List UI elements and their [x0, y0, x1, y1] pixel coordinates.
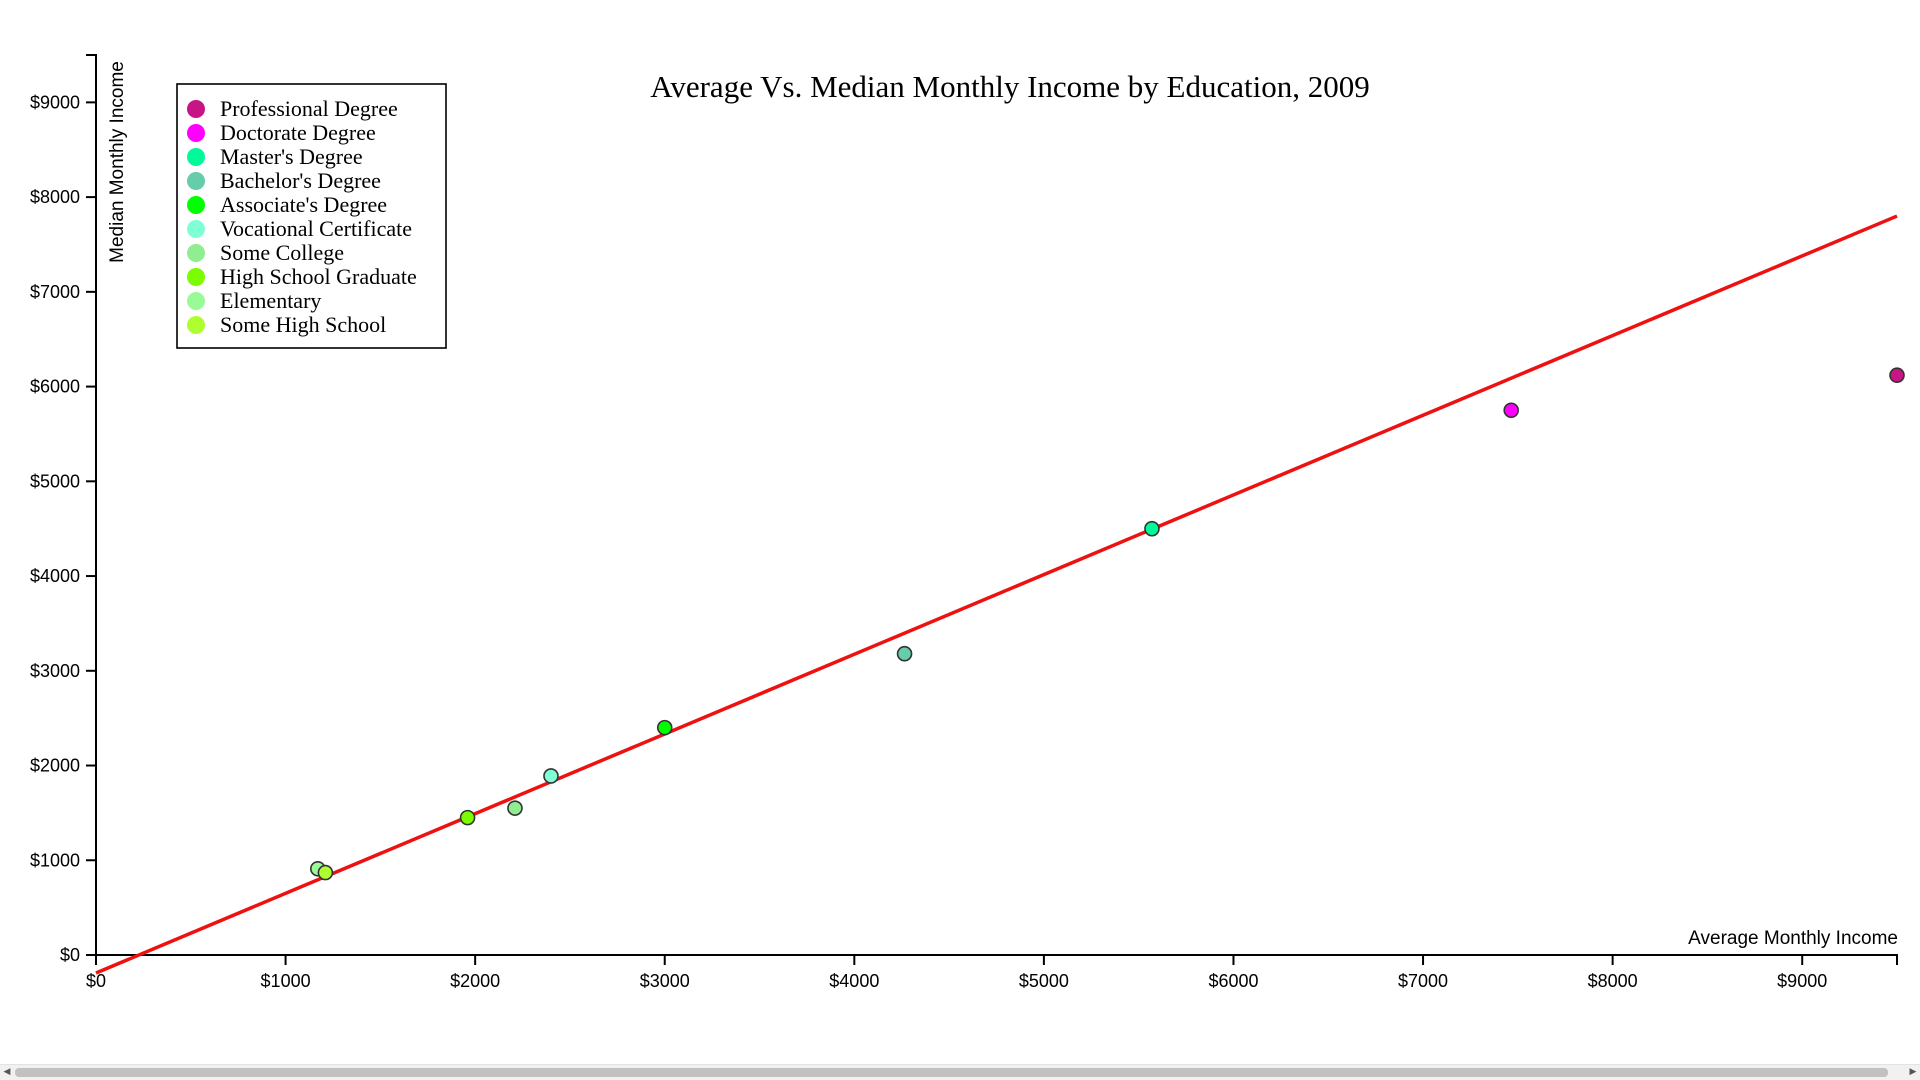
- legend-label: Associate's Degree: [220, 192, 387, 217]
- y-axis-label: Median Monthly Income: [107, 61, 128, 263]
- x-axis-line: [96, 954, 1898, 965]
- legend-label: Bachelor's Degree: [220, 168, 381, 193]
- y-axis-line: [86, 54, 97, 955]
- legend-label: Some College: [220, 240, 344, 265]
- axes: $0 $1000 $2000 $3000 $4000 $5000 $6000 $7000 $80…: [30, 54, 1898, 991]
- x-tick-label: $8000: [1588, 971, 1638, 991]
- y-tick-label: $3000: [30, 661, 80, 681]
- x-tick-label: $2000: [450, 971, 500, 991]
- legend-swatch: [187, 196, 205, 214]
- legend-swatch: [187, 244, 205, 262]
- legend-swatch: [187, 316, 205, 334]
- data-point[interactable]: [1889, 367, 1905, 384]
- x-tick-label: $5000: [1019, 971, 1069, 991]
- y-tick-label: $6000: [30, 377, 80, 397]
- y-tick-label: $8000: [30, 187, 80, 207]
- horizontal-scrollbar[interactable]: ◀ ▶: [0, 1064, 1920, 1080]
- scroll-left-arrow-icon[interactable]: ◀: [3, 1067, 11, 1077]
- legend-swatch: [187, 268, 205, 286]
- scrollbar-thumb[interactable]: [15, 1068, 1888, 1077]
- legend-label: Professional Degree: [220, 96, 398, 121]
- legend-swatch: [187, 220, 205, 238]
- y-tick-label: $7000: [30, 282, 80, 302]
- legend-swatch: [187, 148, 205, 166]
- x-tick-label: $4000: [829, 971, 879, 991]
- y-tick-label: $4000: [30, 566, 80, 586]
- y-tick-label: $2000: [30, 756, 80, 776]
- legend-label: Vocational Certificate: [220, 216, 412, 241]
- x-tick-label: $3000: [640, 971, 690, 991]
- scroll-right-arrow-icon[interactable]: ▶: [1909, 1067, 1917, 1077]
- legend-label: Doctorate Degree: [220, 120, 376, 145]
- trend-line: [95, 214, 1898, 975]
- legend-swatch: [187, 100, 205, 118]
- chart-title: Average Vs. Median Monthly Income by Edu…: [650, 69, 1369, 104]
- legend-box: [176, 83, 447, 349]
- y-tick-label: $0: [60, 945, 80, 965]
- y-tick-label: $1000: [30, 850, 80, 870]
- data-point[interactable]: [896, 645, 913, 662]
- x-axis-label: Average Monthly Income: [1688, 928, 1898, 949]
- data-points: [310, 367, 1905, 881]
- x-tick-label: $1000: [261, 971, 311, 991]
- legend-swatch: [187, 172, 205, 190]
- data-point[interactable]: [459, 809, 476, 826]
- x-tick-label: $0: [86, 971, 106, 991]
- legend-swatch: [187, 292, 205, 310]
- data-point[interactable]: [1144, 520, 1160, 537]
- data-point[interactable]: [1503, 402, 1520, 419]
- y-tick-label: $5000: [30, 471, 80, 491]
- x-tick-label: $9000: [1777, 971, 1827, 991]
- legend-label: High School Graduate: [220, 264, 417, 289]
- legend-label: Some High School: [220, 312, 386, 337]
- y-tick-label: $9000: [30, 92, 80, 112]
- legend-label: Master's Degree: [220, 144, 363, 169]
- data-point[interactable]: [543, 768, 559, 784]
- data-point[interactable]: [317, 864, 334, 881]
- legend-swatch: [187, 124, 205, 142]
- data-point[interactable]: [656, 719, 673, 736]
- legend-label: Elementary: [220, 288, 321, 313]
- x-tick-label: $6000: [1208, 971, 1258, 991]
- data-point[interactable]: [507, 800, 523, 816]
- x-tick-label: $7000: [1398, 971, 1448, 991]
